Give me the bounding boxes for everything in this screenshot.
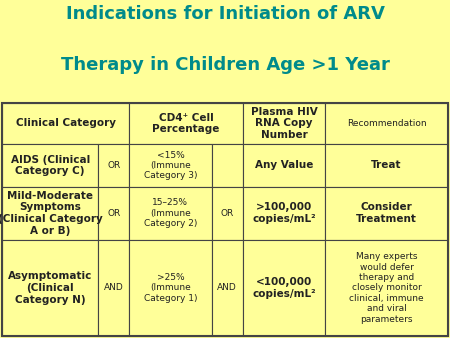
Bar (129, 240, 211, 336)
Bar (325, 240, 448, 336)
Bar (2, 103, 129, 144)
Bar (2, 187, 98, 240)
Text: Asymptomatic
(Clinical
Category N): Asymptomatic (Clinical Category N) (8, 271, 92, 305)
Bar (212, 240, 243, 336)
Bar (243, 240, 325, 336)
Bar (2, 103, 448, 336)
Bar (98, 240, 129, 336)
Text: AND: AND (104, 284, 123, 292)
Text: AND: AND (217, 284, 237, 292)
Text: 15–25%
(Immune
Category 2): 15–25% (Immune Category 2) (144, 198, 197, 228)
Text: >100,000
copies/mL²: >100,000 copies/mL² (252, 202, 316, 224)
Text: Many experts
would defer
therapy and
closely monitor
clinical, immune
and viral
: Many experts would defer therapy and clo… (349, 252, 424, 323)
Text: Mild-Moderate
Symptoms
(Clinical Category
A or B): Mild-Moderate Symptoms (Clinical Categor… (0, 191, 103, 236)
Bar (325, 103, 448, 144)
Text: Any Value: Any Value (255, 161, 313, 170)
Bar (325, 187, 448, 240)
Bar (243, 187, 325, 240)
Text: Consider
Treatment: Consider Treatment (356, 202, 417, 224)
Text: OR: OR (107, 161, 120, 170)
Text: OR: OR (107, 209, 120, 218)
Bar (243, 144, 325, 187)
Bar (325, 144, 448, 187)
Text: Plasma HIV
RNA Copy
Number: Plasma HIV RNA Copy Number (251, 107, 317, 140)
Text: Indications for Initiation of ARV: Indications for Initiation of ARV (66, 5, 384, 23)
Text: Treat: Treat (371, 161, 402, 170)
Bar (243, 103, 325, 144)
Bar (2, 240, 98, 336)
Bar (212, 187, 243, 240)
Text: Clinical Category: Clinical Category (16, 119, 116, 128)
Text: AIDS (Clinical
Category C): AIDS (Clinical Category C) (10, 155, 90, 176)
Text: OR: OR (220, 209, 234, 218)
Text: Recommendation: Recommendation (346, 119, 426, 128)
Text: <100,000
copies/mL²: <100,000 copies/mL² (252, 277, 316, 299)
Bar (2, 144, 98, 187)
Text: CD4⁺ Cell
Percentage: CD4⁺ Cell Percentage (153, 113, 220, 134)
Text: <15%
(Immune
Category 3): <15% (Immune Category 3) (144, 150, 197, 180)
Bar (129, 103, 243, 144)
Bar (129, 144, 211, 187)
Text: Therapy in Children Age >1 Year: Therapy in Children Age >1 Year (61, 56, 389, 74)
Bar (98, 144, 129, 187)
Bar (98, 187, 129, 240)
Bar (129, 187, 211, 240)
Text: >25%
(Immune
Category 1): >25% (Immune Category 1) (144, 273, 197, 303)
Bar (212, 144, 243, 187)
